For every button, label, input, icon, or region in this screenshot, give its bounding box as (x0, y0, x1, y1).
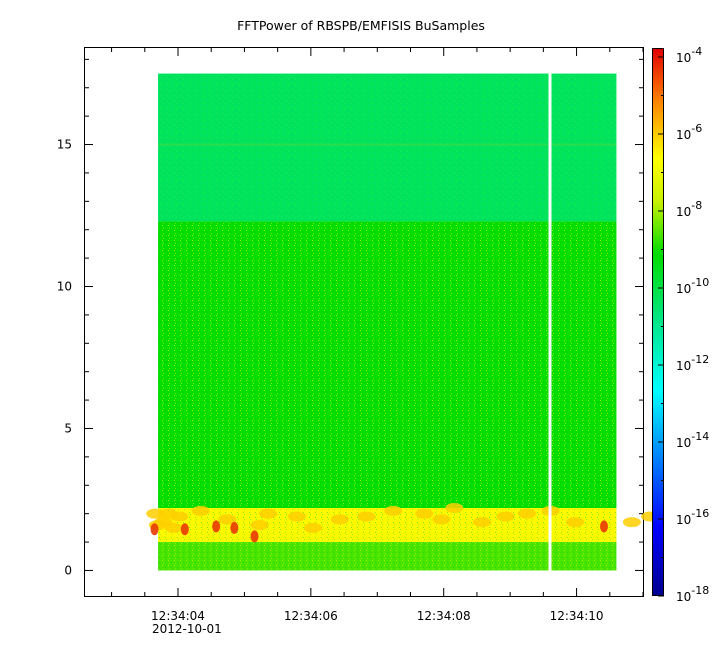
hot-spot-peak (212, 520, 221, 533)
x-tick-label: 12:34:06 (284, 609, 338, 623)
y-axis: 0 5 10 15 (57, 58, 643, 577)
colorbar-tick-label: 10-4 (676, 45, 702, 65)
hot-spot (384, 505, 403, 516)
colorbar-tick-base: 10 (676, 51, 691, 65)
hot-spot (304, 522, 322, 533)
hot-spot (170, 511, 189, 522)
colorbar-tick-label: 10-6 (676, 122, 702, 142)
colorbar-tick-base: 10 (676, 436, 691, 450)
hot-spot-peak (150, 523, 159, 536)
colorbar (652, 48, 664, 596)
colorbar-tick-exponent: -12 (691, 353, 709, 366)
hot-spot-peak (180, 523, 189, 536)
hot-spot (330, 514, 349, 525)
hot-spot-peak (250, 530, 259, 543)
colorbar-tick-base: 10 (676, 282, 691, 296)
hot-spot (259, 508, 278, 519)
colorbar-tick-label: 10-10 (676, 276, 709, 296)
colorbar-tick-base: 10 (676, 128, 691, 142)
hot-spot (287, 511, 306, 522)
colorbar-tick-exponent: -10 (691, 276, 709, 289)
colorbar-tick-exponent: -8 (691, 199, 702, 212)
colorbar-tick-label: 10-12 (676, 353, 709, 373)
colorbar-tick-exponent: -4 (691, 45, 702, 58)
colorbar-tick-label: 10-16 (676, 507, 709, 527)
y-tick-label: 15 (57, 138, 72, 152)
x-tick-label: 12:34:08 (417, 609, 471, 623)
spectrogram-image (146, 72, 660, 572)
hot-spot (146, 508, 165, 519)
hot-spot (191, 505, 210, 516)
y-tick-label: 0 (64, 563, 72, 577)
hot-spot (473, 517, 492, 528)
hot-spot-peak (230, 521, 239, 534)
hot-spot (250, 520, 269, 531)
hot-spot (496, 511, 515, 522)
x-tick-label: 12:34:04 (151, 609, 205, 623)
data-gap (548, 72, 552, 572)
line-feature (158, 143, 617, 146)
colorbar-tick-label: 10-14 (676, 430, 709, 450)
x-axis-date-label: 2012-10-01 (152, 622, 222, 636)
colorbar-tick-exponent: -6 (691, 122, 702, 135)
hot-spot (164, 522, 183, 533)
chart-title: FFTPower of RBSPB/EMFISIS BuSamples (237, 18, 485, 33)
y-tick-label: 5 (64, 421, 72, 435)
y-tick-label: 10 (57, 280, 72, 294)
hot-spot (518, 508, 536, 519)
colorbar-tick-label: 10-18 (676, 584, 709, 604)
x-axis: 12:34:04 12:34:06 12:34:08 12:34:10 (111, 48, 644, 623)
x-tick-label: 12:34:10 (550, 609, 604, 623)
hot-spot (566, 517, 585, 528)
spectrogram-texture (158, 73, 617, 222)
hot-spot (622, 517, 641, 528)
hot-spot (218, 514, 237, 525)
colorbar-tick-base: 10 (676, 513, 691, 527)
colorbar-tick-exponent: -18 (691, 584, 709, 597)
colorbar-tick-base: 10 (676, 590, 691, 604)
hot-spot (445, 502, 464, 513)
colorbar-tick-exponent: -14 (691, 430, 709, 443)
colorbar-tick-label: 10-8 (676, 199, 702, 219)
hot-spot (432, 514, 451, 525)
hot-spot (415, 508, 434, 519)
hot-spot-peak (599, 520, 608, 533)
colorbar-tick-base: 10 (676, 205, 691, 219)
spectrogram-texture (158, 542, 617, 571)
colorbar-tick-exponent: -16 (691, 507, 709, 520)
colorbar-tick-base: 10 (676, 359, 691, 373)
spectrogram-texture (158, 221, 617, 508)
hot-spot (357, 511, 376, 522)
